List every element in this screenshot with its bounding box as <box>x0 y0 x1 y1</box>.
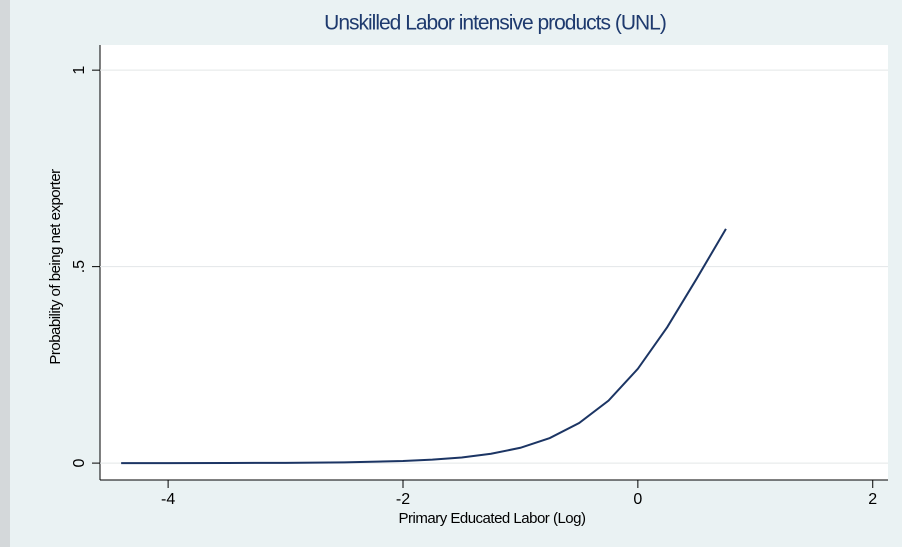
x-tick-label: -2 <box>396 491 410 508</box>
line-series <box>121 228 727 465</box>
x-tick-label: -4 <box>161 491 175 508</box>
y-axis-title: Probability of being net exporter <box>47 169 64 365</box>
x-tick-label: 0 <box>633 491 642 508</box>
y-tick-label: .5 <box>71 260 88 273</box>
y-tick-label: 0 <box>71 459 88 468</box>
y-tick-label: 1 <box>71 66 88 75</box>
chart-title: Unskilled Labor intensive products (UNL) <box>324 12 666 35</box>
x-axis-title: Primary Educated Labor (Log) <box>399 510 586 527</box>
x-tick-label: 2 <box>868 491 877 508</box>
left-border <box>0 0 10 547</box>
plot-area <box>100 45 888 480</box>
